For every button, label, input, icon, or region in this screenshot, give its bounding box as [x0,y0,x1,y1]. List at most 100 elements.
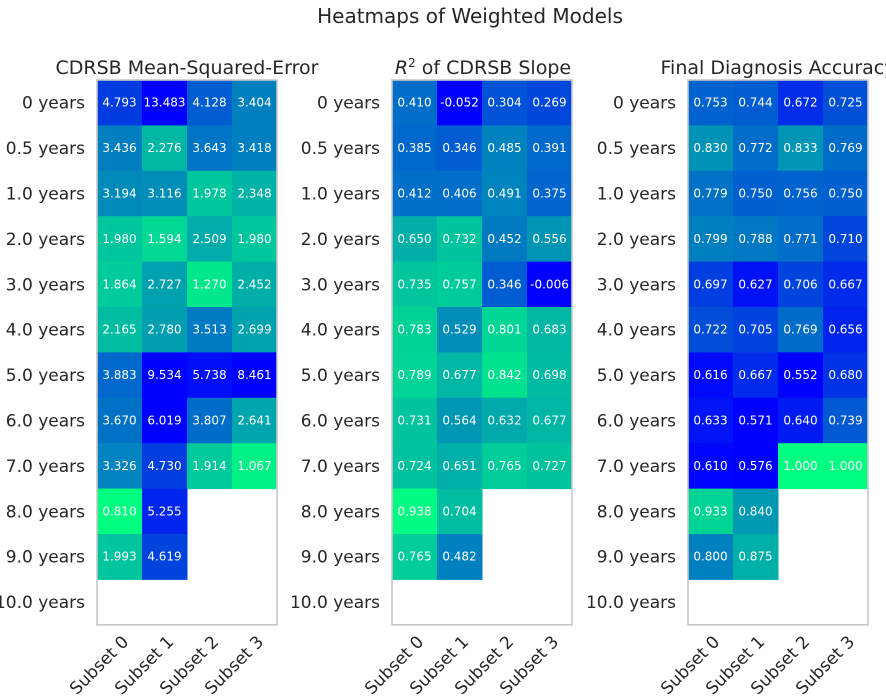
cell-value-label: 1.980 [102,232,136,246]
heatmap-cell [688,488,734,535]
heatmap-cell [437,397,483,444]
heatmap-cell [187,307,233,353]
cell-value-label: -0.006 [530,277,569,291]
heatmap-cell [232,216,278,263]
heatmap-cell [482,125,528,172]
heatmap-cell [232,443,278,490]
heatmap-cell [688,125,734,172]
cell-value-label: 0.765 [487,459,521,473]
cell-value-label: 0.750 [828,187,862,201]
cell-value-label: 0.616 [693,368,727,382]
cell-value-label: 2.276 [147,141,181,155]
heatmap-cell [97,307,143,353]
cell-value-label: 0.933 [693,504,727,518]
axes-frame [391,79,573,626]
cell-value-label: 0.757 [442,277,476,291]
row-tick-label: 6.0 years [6,412,85,432]
cell-value-label: 0.375 [532,187,566,201]
cell-value-label: 0.739 [828,414,862,428]
cell-value-label: 1.067 [237,459,271,473]
heatmap-cell [142,443,188,490]
cell-value-label: 0.633 [693,414,727,428]
row-tick-label: 1.0 years [301,185,380,205]
heatmap-cell [187,125,233,172]
cell-value-label: 4.730 [147,459,181,473]
heatmap-panel-accuracy: Final Diagnosis Accuracy 0.753 0.744 0.672 0… [586,57,886,699]
cell-value-label: 0.576 [738,459,772,473]
heatmap-cell [527,307,573,353]
heatmap-cell [187,352,233,399]
heatmap-cell [527,397,573,444]
cell-value-label: 0.704 [442,504,476,518]
cell-value-label: 0.650 [397,232,431,246]
panel-title: R2 of CDRSB Slope [395,56,571,79]
cell-value-label: 0.672 [783,96,817,110]
row-tick-label: 8.0 years [597,502,676,522]
cell-value-label: 1.980 [237,232,271,246]
heatmap-cell [778,261,824,308]
cell-value-label: 9.534 [147,368,181,382]
cell-value-label: 0.810 [102,504,136,518]
heatmap-cell [527,352,573,399]
cell-value-label: 0.732 [442,232,476,246]
cell-value-label: 3.643 [192,141,226,155]
cell-value-label: 0.725 [828,96,862,110]
heatmap-cell [232,352,278,399]
heatmap-cell [778,307,824,353]
row-tick-label: 0 years [22,94,85,114]
heatmap-cell [823,307,869,353]
heatmap-cell [392,125,438,172]
heatmap-cell [437,443,483,490]
cell-value-label: 4.128 [192,96,226,110]
cell-value-label: 0.571 [738,414,772,428]
heatmap-cell [823,397,869,444]
cell-value-label: 0.640 [783,414,817,428]
cell-value-label: 3.807 [192,414,226,428]
cell-value-label: 1.270 [192,277,226,291]
heatmap-cell [688,352,734,399]
heatmap-cell [823,170,869,217]
heatmap-cell [187,261,233,308]
cell-value-label: 3.513 [192,323,226,337]
cell-value-label: 1.594 [147,232,181,246]
heatmap-cell [733,307,779,353]
cell-value-label: 0.346 [487,277,521,291]
cell-value-label: 0.769 [783,323,817,337]
row-tick-label: 2.0 years [301,230,380,250]
heatmap-cell [482,352,528,399]
heatmap-cell [778,80,824,126]
cell-value-label: 1.978 [192,187,226,201]
cell-value-label: 3.436 [102,141,136,155]
heatmap-panel-r2: R2 of CDRSB Slope 0.410 -0.052 0.304 0.269 0.… [290,56,573,699]
cell-value-label: 0.735 [397,277,431,291]
heatmap-cell [437,307,483,353]
heatmap-cell [482,216,528,263]
cell-value-label: 1.000 [783,459,817,473]
cell-value-label: 0.842 [487,368,521,382]
heatmap-cell [778,125,824,172]
cell-value-label: 8.461 [237,368,271,382]
heatmap-cell [142,80,188,126]
heatmap-cell [187,216,233,263]
cell-value-label: 0.667 [828,277,862,291]
heatmap-cell [527,80,573,126]
heatmap-cell [733,125,779,172]
cell-value-label: 2.780 [147,323,181,337]
row-tick-label: 4.0 years [6,321,85,341]
cell-value-label: 0.491 [487,187,521,201]
heatmap-cell [733,216,779,263]
cell-value-label: 0.756 [783,187,817,201]
heatmap-cell [733,397,779,444]
cell-value-label: 0.724 [397,459,431,473]
heatmap-cell [437,216,483,263]
heatmap-cell [482,80,528,126]
heatmap-cell [688,80,734,126]
heatmap-cell [437,170,483,217]
heatmap-cell [392,397,438,444]
heatmap-cell [688,307,734,353]
cell-value-label: -0.052 [440,96,479,110]
cell-value-label: 0.529 [442,323,476,337]
cell-value-label: 0.391 [532,141,566,155]
heatmap-cell [733,261,779,308]
cell-value-label: 2.509 [192,232,226,246]
